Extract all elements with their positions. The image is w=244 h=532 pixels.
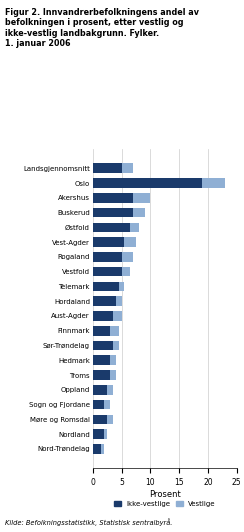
Bar bbox=[93, 237, 124, 247]
Bar bbox=[93, 444, 101, 454]
Bar bbox=[130, 222, 139, 232]
Text: Kilde: Befolkningsstatistikk, Statistisk sentralbyrå.: Kilde: Befolkningsstatistikk, Statistisk… bbox=[5, 518, 172, 526]
Bar bbox=[110, 355, 116, 365]
Bar bbox=[110, 326, 119, 336]
Bar bbox=[93, 400, 104, 409]
Bar bbox=[93, 370, 110, 380]
Bar bbox=[113, 311, 122, 321]
Bar bbox=[104, 400, 110, 409]
Bar bbox=[93, 193, 133, 203]
Bar bbox=[133, 193, 150, 203]
Bar bbox=[93, 326, 110, 336]
Bar bbox=[93, 355, 110, 365]
Bar bbox=[93, 281, 119, 291]
Bar bbox=[122, 267, 130, 277]
Bar bbox=[93, 429, 104, 439]
Bar bbox=[93, 178, 202, 188]
Text: Figur 2. Innvandrerbefolkningens andel av
befolkningen i prosent, etter vestlig : Figur 2. Innvandrerbefolkningens andel a… bbox=[5, 8, 199, 48]
Bar bbox=[104, 429, 107, 439]
Bar bbox=[202, 178, 225, 188]
Bar bbox=[113, 340, 119, 350]
Bar bbox=[93, 414, 107, 424]
Bar bbox=[93, 208, 133, 218]
Bar bbox=[93, 340, 113, 350]
Bar bbox=[93, 385, 107, 395]
Bar bbox=[93, 267, 122, 277]
Bar bbox=[93, 252, 122, 262]
Bar bbox=[116, 296, 122, 306]
Bar bbox=[93, 163, 122, 173]
Bar bbox=[133, 208, 144, 218]
X-axis label: Prosent: Prosent bbox=[149, 489, 181, 498]
Bar bbox=[93, 311, 113, 321]
Legend: Ikke-vestlige, Vestlige: Ikke-vestlige, Vestlige bbox=[111, 498, 219, 509]
Bar bbox=[101, 444, 104, 454]
Bar bbox=[110, 370, 116, 380]
Bar bbox=[122, 252, 133, 262]
Bar bbox=[107, 414, 113, 424]
Bar bbox=[124, 237, 136, 247]
Bar bbox=[93, 222, 130, 232]
Bar bbox=[122, 163, 133, 173]
Bar bbox=[119, 281, 124, 291]
Bar bbox=[93, 296, 116, 306]
Bar bbox=[107, 385, 113, 395]
